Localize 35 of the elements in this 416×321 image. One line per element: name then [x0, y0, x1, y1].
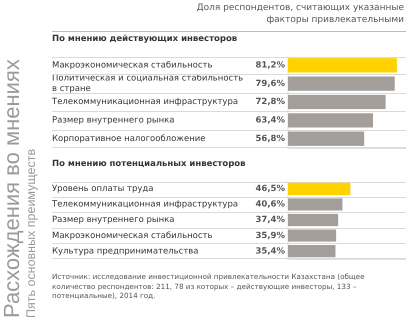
bar: [288, 245, 336, 258]
y-tick-label: Телекоммуникационная инфраструктура: [51, 200, 238, 210]
data-label: 35,4%: [256, 246, 286, 256]
y-tick-label: Корпоративное налогообложение: [52, 134, 206, 144]
bar: [288, 229, 336, 242]
text: По мнению потенциальных инвесторов: [52, 158, 246, 171]
y-tick-label: Уровень оплаты труда: [52, 184, 154, 194]
data-label: 81,2%: [256, 60, 286, 70]
data-label: 72,8%: [256, 97, 286, 108]
y-tick-label: Культура предпринимательства: [52, 246, 199, 256]
bar: [288, 182, 350, 195]
text: Расхождения во мнениях: [0, 58, 24, 318]
data-label: 56,8%: [256, 134, 286, 144]
data-label: 79,6%: [256, 78, 286, 89]
data-label: 35,9%: [256, 230, 286, 241]
data-label: 63,4%: [256, 116, 286, 126]
y-tick-label: Политическая и социальная стабильность в стране: [52, 74, 244, 94]
y-tick-label: Размер внутреннего рынка: [52, 215, 174, 226]
data-label: 37,4%: [256, 215, 286, 226]
text: По мнению действующих инвесторов: [52, 31, 406, 47]
text: Пять основных преимуществ: [24, 148, 39, 318]
bar: [288, 214, 338, 226]
bar: [288, 76, 395, 91]
y-tick-label: Макроэкономическая стабильность: [52, 60, 212, 70]
bar: [288, 198, 342, 211]
y-tick-label: Размер внутреннего рынка: [52, 116, 174, 126]
bar: [288, 113, 374, 128]
data-label: 46,5%: [256, 184, 286, 194]
x-axis-title: Доля респондентов, считающих указанные факторы привлекательными: [196, 2, 405, 27]
y-tick-label: Телекоммуникационная инфраструктура: [51, 97, 238, 108]
data-label: 40,6%: [256, 200, 286, 210]
bar: [288, 132, 364, 146]
y-tick-label: Макроэкономическая стабильность: [52, 230, 212, 241]
bar: [288, 58, 397, 72]
bar: [288, 94, 386, 110]
